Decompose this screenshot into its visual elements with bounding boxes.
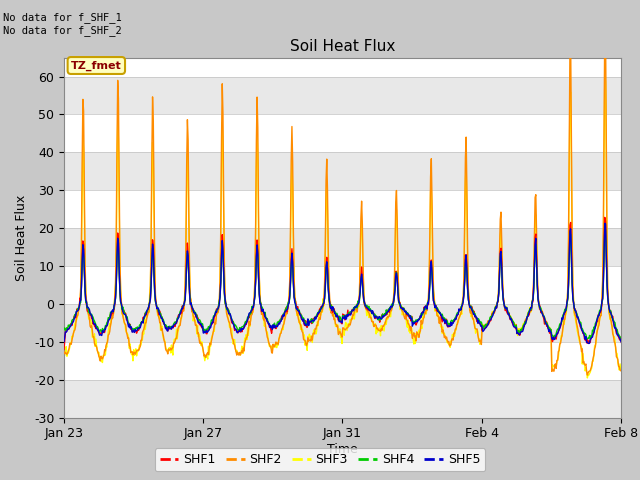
- Y-axis label: Soil Heat Flux: Soil Heat Flux: [15, 194, 28, 281]
- Bar: [64, 114, 621, 152]
- Text: No data for f_SHF_1: No data for f_SHF_1: [3, 12, 122, 23]
- Text: No data for f_SHF_2: No data for f_SHF_2: [3, 25, 122, 36]
- X-axis label: Time: Time: [327, 443, 358, 456]
- Bar: [64, 190, 621, 228]
- Title: Soil Heat Flux: Soil Heat Flux: [290, 39, 395, 54]
- Bar: [64, 380, 621, 418]
- Legend: SHF1, SHF2, SHF3, SHF4, SHF5: SHF1, SHF2, SHF3, SHF4, SHF5: [155, 448, 485, 471]
- Bar: [64, 152, 621, 190]
- Bar: [64, 228, 621, 266]
- Bar: [64, 304, 621, 342]
- Bar: [64, 266, 621, 304]
- Text: TZ_fmet: TZ_fmet: [71, 60, 122, 71]
- Bar: [64, 76, 621, 114]
- Bar: [64, 342, 621, 380]
